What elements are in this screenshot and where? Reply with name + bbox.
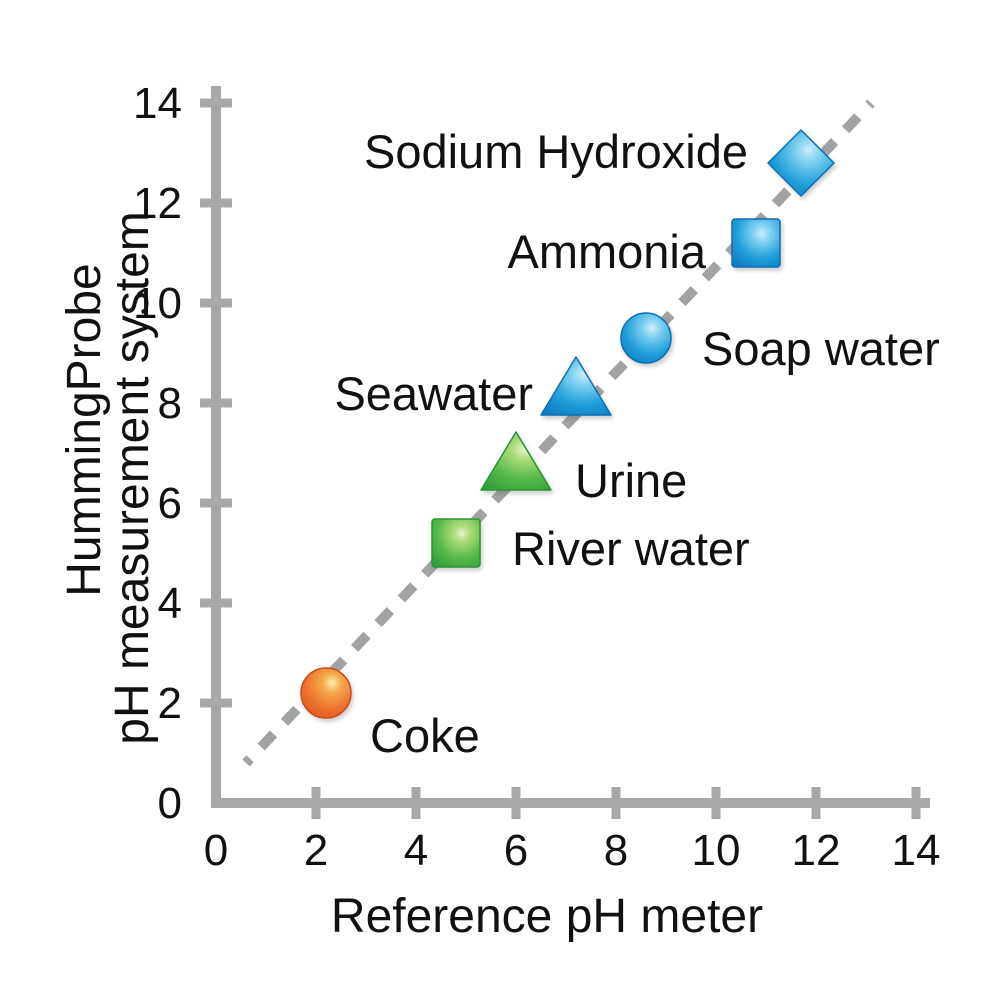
point-labels-layer: Coke River water Urine Seawater Soap water Am… [334,125,939,762]
y-tick-6 [200,498,232,508]
y-tick-label-14: 14 [133,79,182,128]
point-label-seawater: Seawater [334,367,533,420]
reference-layer [242,99,875,767]
x-tick-label-8: 8 [604,826,628,875]
ammonia-square-marker [731,218,781,268]
axes-layer: 0 2 4 6 8 10 12 14 0 2 4 6 8 10 12 14 [133,79,940,875]
y-tick-8 [200,398,232,408]
point-label-ammonia: Ammonia [507,225,706,278]
x-tick-8 [611,787,621,819]
axis-titles-layer: Reference pH meter HummingProbe pH measu… [58,211,763,943]
marker-ammonia [731,218,781,268]
y-tick-label-4: 4 [158,579,182,628]
reference-dashed-line [242,99,875,767]
sodium-hydroxide-diamond-marker [767,129,835,197]
point-label-urine: Urine [575,454,687,507]
x-tick-label-10: 10 [692,826,741,875]
x-axis-line [211,798,930,808]
y-axis-title-line2: pH measurement system [106,211,159,745]
x-tick-12 [811,787,821,819]
river-water-square-marker [431,518,481,568]
x-tick-6 [511,787,521,819]
y-tick-12 [200,198,232,208]
coke-circle-marker [300,667,352,719]
point-label-soap-water: Soap water [702,322,940,375]
x-tick-14 [911,787,921,819]
marker-soap-water [620,312,672,364]
y-tick-4 [200,598,232,608]
point-label-coke: Coke [370,709,480,762]
y-tick-label-12: 12 [133,179,182,228]
marker-river-water [431,518,481,568]
x-tick-label-4: 4 [404,826,428,875]
marker-urine [480,431,552,491]
x-tick-label-0: 0 [204,826,228,875]
urine-triangle-marker [480,431,552,491]
y-axis-line [211,86,221,808]
marker-sodium-hydroxide [767,129,835,197]
x-tick-label-14: 14 [892,826,941,875]
y-tick-label-8: 8 [158,379,182,428]
y-axis-title-line1: HummingProbe [58,263,111,596]
x-tick-10 [711,787,721,819]
x-tick-2 [311,787,321,819]
y-tick-label-10: 10 [133,279,182,328]
y-tick-label-0: 0 [158,779,182,828]
x-tick-label-12: 12 [792,826,841,875]
y-tick-14 [200,98,232,108]
y-tick-label-6: 6 [158,479,182,528]
point-label-river-water: River water [512,522,750,575]
marker-seawater [540,356,612,416]
soap-water-circle-marker [620,312,672,364]
x-axis-title: Reference pH meter [331,890,763,943]
point-label-sodium-hydroxide: Sodium Hydroxide [364,125,748,178]
y-tick-label-2: 2 [158,679,182,728]
x-tick-label-6: 6 [504,826,528,875]
y-tick-2 [200,698,232,708]
x-tick-4 [411,787,421,819]
x-tick-label-2: 2 [304,826,328,875]
points-layer [300,129,835,719]
y-tick-10 [200,298,232,308]
marker-coke [300,667,352,719]
seawater-triangle-marker [540,356,612,416]
